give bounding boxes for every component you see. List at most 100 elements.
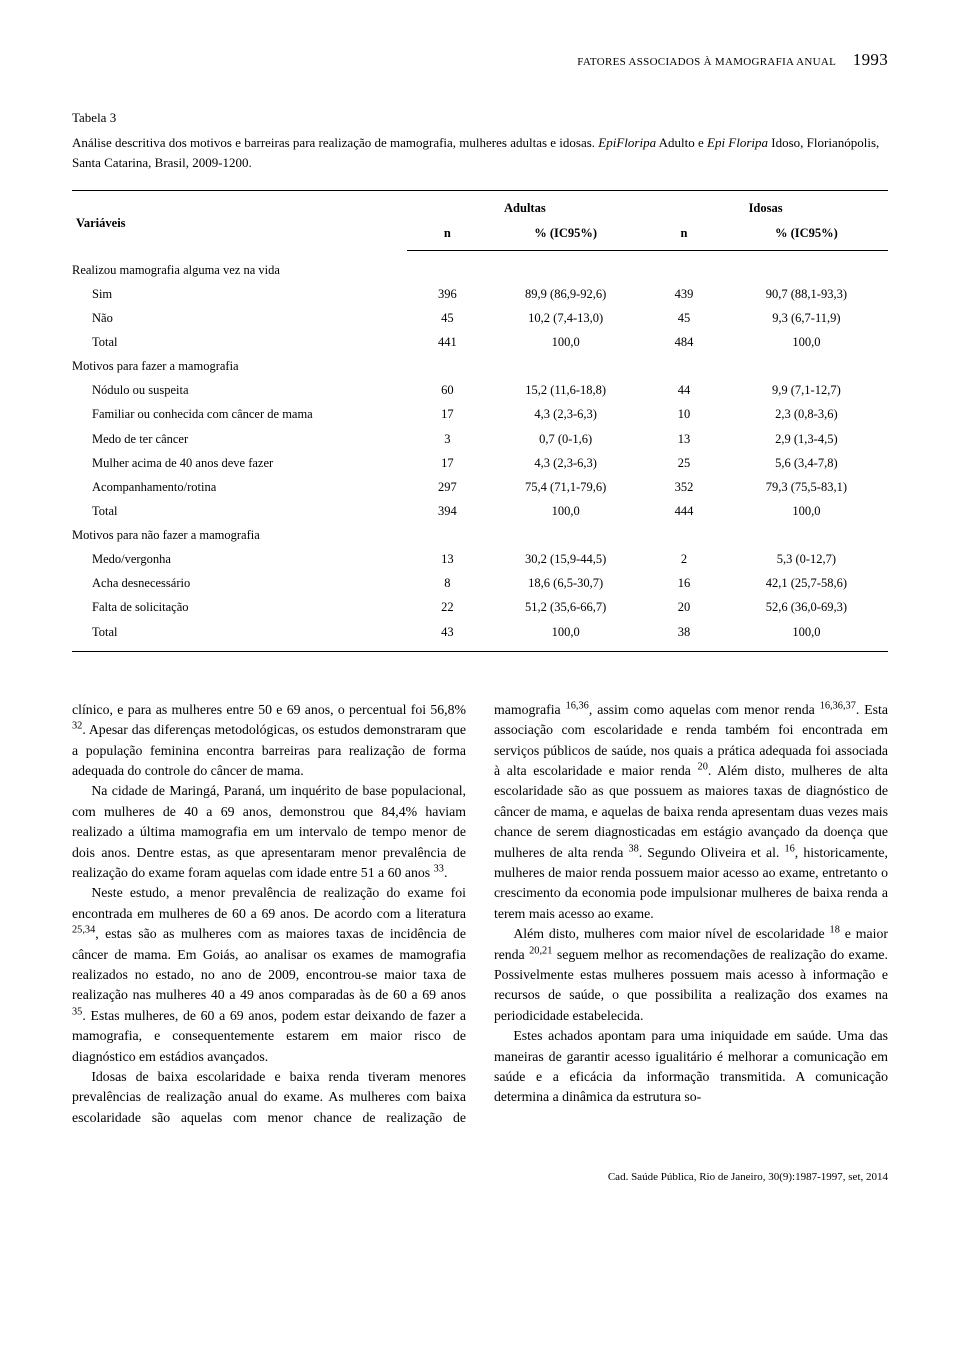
table-cell: 2 <box>643 547 725 571</box>
table-cell: 2,3 (0,8-3,6) <box>725 402 888 426</box>
table-row-label: Sim <box>72 282 407 306</box>
table-row-label: Nódulo ou suspeita <box>72 378 407 402</box>
table-body: Realizou mamografia alguma vez na vidaSi… <box>72 250 888 651</box>
citation-ref: 38 <box>628 843 638 854</box>
table-row-label: Acompanhamento/rotina <box>72 475 407 499</box>
table-cell: 52,6 (36,0-69,3) <box>725 595 888 619</box>
table-cell: 441 <box>407 330 489 354</box>
citation-ref: 33 <box>434 863 444 874</box>
table-cell: 3 <box>407 427 489 451</box>
table-cell: 45 <box>643 306 725 330</box>
table-cell: 444 <box>643 499 725 523</box>
table-cell: 297 <box>407 475 489 499</box>
table-label: Tabela 3 <box>72 109 888 128</box>
table-section-header: Realizou mamografia alguma vez na vida <box>72 250 888 282</box>
caption-italic: EpiFloripa <box>598 135 656 150</box>
table-cell: 9,9 (7,1-12,7) <box>725 378 888 402</box>
running-header: FATORES ASSOCIADOS À MAMOGRAFIA ANUAL 19… <box>72 48 888 73</box>
table-cell: 42,1 (25,7-58,6) <box>725 571 888 595</box>
table-cell: 100,0 <box>725 330 888 354</box>
table-cell: 15,2 (11,6-18,8) <box>488 378 643 402</box>
table-cell: 45 <box>407 306 489 330</box>
table-cell: 51,2 (35,6-66,7) <box>488 595 643 619</box>
col-subheader-n: n <box>643 222 725 251</box>
col-subheader-pct: % (IC95%) <box>725 222 888 251</box>
citation-ref: 20,21 <box>529 945 552 956</box>
table-cell: 4,3 (2,3-6,3) <box>488 402 643 426</box>
table-cell: 4,3 (2,3-6,3) <box>488 451 643 475</box>
table-row-label: Medo de ter câncer <box>72 427 407 451</box>
citation-ref: 16 <box>784 843 794 854</box>
table-caption: Análise descritiva dos motivos e barreir… <box>72 133 888 172</box>
table-cell: 352 <box>643 475 725 499</box>
col-header-idosas: Idosas <box>643 191 888 222</box>
table-row-label: Medo/vergonha <box>72 547 407 571</box>
table-cell: 2,9 (1,3-4,5) <box>725 427 888 451</box>
table-cell: 100,0 <box>488 620 643 652</box>
table-section-header: Motivos para não fazer a mamografia <box>72 523 888 547</box>
table-cell: 5,3 (0-12,7) <box>725 547 888 571</box>
table-cell: 439 <box>643 282 725 306</box>
table-cell: 394 <box>407 499 489 523</box>
table-cell: 100,0 <box>725 499 888 523</box>
table-row-label: Acha desnecessário <box>72 571 407 595</box>
citation-ref: 32 <box>72 721 82 732</box>
citation-ref: 16,36 <box>566 700 589 711</box>
data-table: Variáveis Adultas Idosas n % (IC95%) n %… <box>72 190 888 651</box>
table-cell: 22 <box>407 595 489 619</box>
table-cell: 13 <box>643 427 725 451</box>
table-cell: 17 <box>407 402 489 426</box>
table-row-label: Mulher acima de 40 anos deve fazer <box>72 451 407 475</box>
citation-ref: 16,36,37 <box>820 700 856 711</box>
caption-text: Adulto e <box>656 135 707 150</box>
page-number: 1993 <box>853 50 888 69</box>
paragraph: Além disto, mulheres com maior nível de … <box>494 924 888 1026</box>
table-cell: 100,0 <box>488 330 643 354</box>
col-header-variaveis: Variáveis <box>72 191 407 250</box>
table-cell: 25 <box>643 451 725 475</box>
col-subheader-n: n <box>407 222 489 251</box>
table-cell: 484 <box>643 330 725 354</box>
table-cell: 44 <box>643 378 725 402</box>
table-cell: 8 <box>407 571 489 595</box>
caption-text: Análise descritiva dos motivos e barreir… <box>72 135 598 150</box>
paragraph: Neste estudo, a menor prevalência de rea… <box>72 883 466 1067</box>
table-cell: 0,7 (0-1,6) <box>488 427 643 451</box>
table-cell: 18,6 (6,5-30,7) <box>488 571 643 595</box>
table-cell: 5,6 (3,4-7,8) <box>725 451 888 475</box>
col-subheader-pct: % (IC95%) <box>488 222 643 251</box>
caption-italic: Epi Floripa <box>707 135 768 150</box>
citation-ref: 25,34 <box>72 925 95 936</box>
table-row-label: Falta de solicitação <box>72 595 407 619</box>
table-cell: 17 <box>407 451 489 475</box>
citation-ref: 18 <box>830 925 840 936</box>
footer-citation: Cad. Saúde Pública, Rio de Janeiro, 30(9… <box>72 1170 888 1186</box>
citation-ref: 35 <box>72 1006 82 1017</box>
table-row-label: Total <box>72 330 407 354</box>
table-cell: 396 <box>407 282 489 306</box>
table-cell: 100,0 <box>725 620 888 652</box>
paragraph: clínico, e para as mulheres entre 50 e 6… <box>72 700 466 782</box>
table-cell: 38 <box>643 620 725 652</box>
col-header-adultas: Adultas <box>407 191 644 222</box>
table-cell: 60 <box>407 378 489 402</box>
paragraph: Estes achados apontam para uma iniquidad… <box>494 1026 888 1108</box>
table-section-header: Motivos para fazer a mamografia <box>72 354 888 378</box>
table-row-label: Familiar ou conhecida com câncer de mama <box>72 402 407 426</box>
running-title: FATORES ASSOCIADOS À MAMOGRAFIA ANUAL <box>577 56 835 68</box>
table-cell: 75,4 (71,1-79,6) <box>488 475 643 499</box>
table-cell: 13 <box>407 547 489 571</box>
table-cell: 10 <box>643 402 725 426</box>
paragraph: Na cidade de Maringá, Paraná, um inquéri… <box>72 781 466 883</box>
table-cell: 10,2 (7,4-13,0) <box>488 306 643 330</box>
table-row-label: Não <box>72 306 407 330</box>
table-cell: 30,2 (15,9-44,5) <box>488 547 643 571</box>
body-text: clínico, e para as mulheres entre 50 e 6… <box>72 700 888 1129</box>
table-cell: 20 <box>643 595 725 619</box>
table-cell: 43 <box>407 620 489 652</box>
table-cell: 90,7 (88,1-93,3) <box>725 282 888 306</box>
citation-ref: 20 <box>698 761 708 772</box>
table-cell: 9,3 (6,7-11,9) <box>725 306 888 330</box>
table-row-label: Total <box>72 499 407 523</box>
table-cell: 89,9 (86,9-92,6) <box>488 282 643 306</box>
